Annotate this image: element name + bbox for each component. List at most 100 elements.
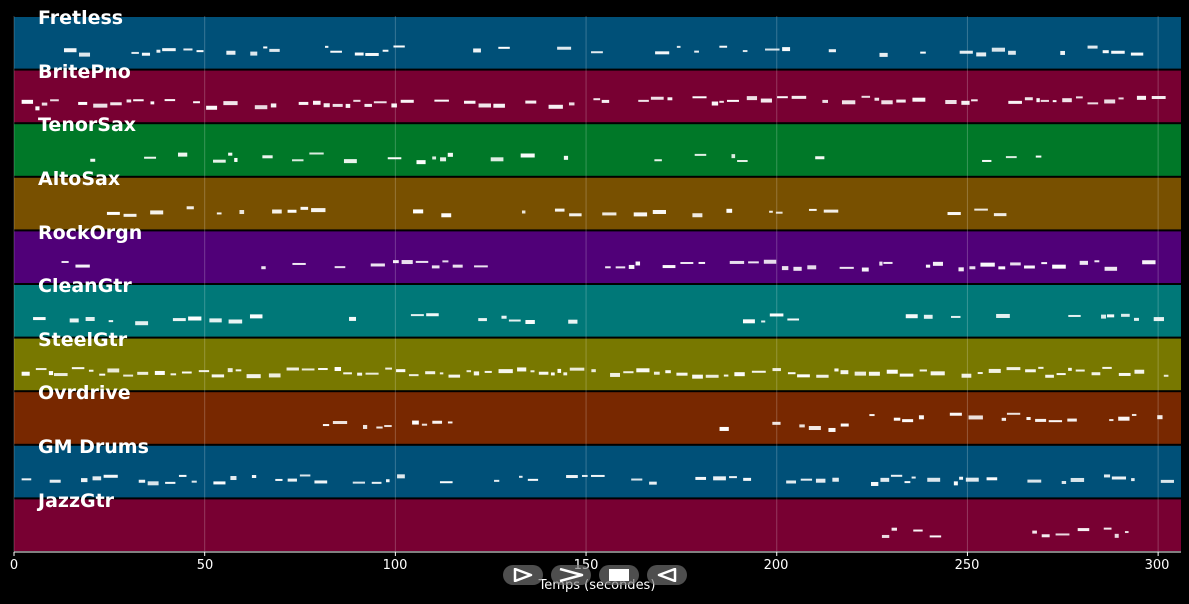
note-mark: [1068, 314, 1081, 317]
note-mark: [998, 266, 1006, 270]
note-mark: [538, 371, 549, 375]
note-mark: [1041, 262, 1048, 265]
note-mark: [322, 424, 330, 427]
note-mark: [676, 372, 688, 376]
note-mark: [353, 99, 361, 102]
note-mark: [692, 213, 703, 218]
note-mark: [345, 103, 351, 108]
note-mark: [822, 99, 829, 103]
note-mark: [384, 425, 392, 428]
track-label-fretless: Fretless: [38, 7, 124, 29]
note-mark: [1010, 262, 1021, 266]
note-mark: [694, 50, 699, 53]
note-mark: [893, 417, 901, 421]
note-mark: [135, 321, 149, 326]
note-mark: [332, 103, 343, 107]
note-mark: [71, 367, 85, 370]
note-mark: [680, 261, 694, 264]
note-mark: [726, 208, 733, 213]
note-mark: [861, 267, 869, 272]
note-mark: [408, 374, 419, 377]
note-mark: [188, 316, 202, 321]
note-mark: [797, 374, 810, 378]
note-mark: [263, 46, 268, 49]
play-icon: [513, 568, 533, 582]
note-mark: [325, 45, 329, 48]
note-mark: [605, 266, 611, 269]
note-mark: [234, 157, 238, 162]
note-mark: [521, 210, 526, 214]
note-mark: [519, 475, 523, 478]
note-mark: [1026, 417, 1031, 421]
note-mark: [563, 372, 568, 376]
track-label-gm-drums: GM Drums: [38, 436, 149, 458]
note-mark: [35, 106, 40, 111]
note-mark: [958, 267, 964, 272]
note-mark: [227, 368, 233, 373]
note-mark: [971, 99, 978, 102]
note-mark: [517, 367, 527, 372]
note-mark: [815, 156, 825, 160]
note-mark: [508, 319, 521, 322]
note-mark: [965, 477, 979, 482]
note-mark: [364, 103, 372, 107]
note-mark: [1035, 418, 1047, 422]
note-mark: [976, 52, 987, 57]
note-mark: [370, 263, 385, 267]
note-mark: [1118, 372, 1131, 376]
note-mark: [447, 421, 453, 424]
note-mark: [665, 370, 671, 374]
x-tick-label: 100: [382, 558, 408, 573]
note-mark: [440, 157, 447, 162]
track-band: [14, 338, 1181, 391]
note-mark: [1056, 373, 1066, 376]
note-mark: [662, 265, 676, 269]
stop-button[interactable]: [599, 565, 639, 585]
note-mark: [426, 313, 439, 317]
note-mark: [439, 372, 444, 375]
note-mark: [81, 478, 88, 483]
note-mark: [808, 426, 821, 431]
note-mark: [292, 262, 306, 265]
note-mark: [751, 370, 766, 373]
note-mark: [791, 95, 807, 99]
note-mark: [439, 481, 453, 484]
note-mark: [311, 208, 326, 213]
note-mark: [890, 474, 903, 477]
rewind-button[interactable]: [647, 565, 687, 585]
track-band: [14, 499, 1181, 551]
note-mark: [1104, 266, 1118, 271]
note-mark: [520, 153, 535, 158]
note-mark: [974, 208, 988, 211]
note-mark: [397, 474, 405, 479]
note-mark: [1134, 369, 1145, 374]
note-mark: [883, 261, 893, 264]
note-mark: [777, 96, 788, 99]
note-mark: [557, 368, 562, 373]
note-mark: [292, 159, 304, 162]
note-mark: [249, 314, 263, 319]
note-mark: [868, 371, 880, 376]
note-mark: [923, 314, 933, 319]
note-mark: [228, 152, 233, 156]
note-mark: [178, 474, 187, 477]
note-mark: [886, 369, 898, 374]
note-mark: [748, 261, 759, 264]
note-mark: [676, 45, 681, 48]
note-mark: [694, 153, 707, 156]
x-tick-label: 250: [954, 558, 980, 573]
note-mark: [828, 427, 836, 432]
note-mark: [85, 317, 95, 322]
note-mark: [610, 372, 620, 377]
note-mark: [787, 318, 800, 321]
note-mark: [563, 155, 569, 160]
play-button[interactable]: [503, 565, 543, 585]
note-mark: [880, 477, 890, 482]
note-mark: [126, 99, 132, 103]
note-mark: [615, 266, 626, 269]
fast-forward-button[interactable]: [551, 565, 591, 585]
note-mark: [498, 46, 510, 49]
note-mark: [393, 45, 405, 48]
note-mark: [108, 320, 114, 323]
